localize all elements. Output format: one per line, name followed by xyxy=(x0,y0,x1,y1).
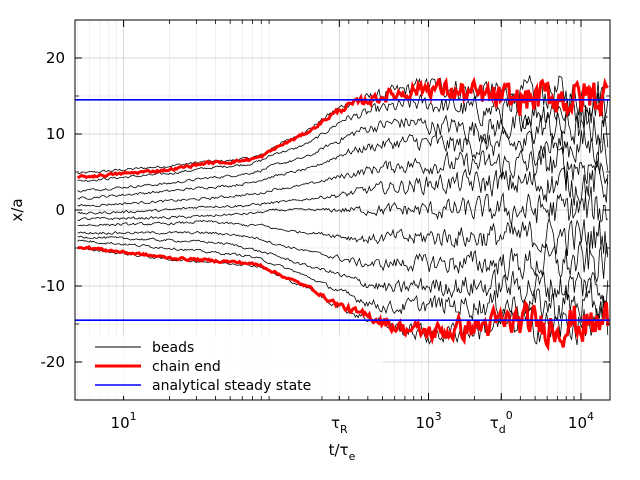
bead-trajectory xyxy=(77,186,609,227)
y-tick-label: 20 xyxy=(46,49,65,67)
y-tick-label: 10 xyxy=(46,125,65,143)
bead-trajectory xyxy=(77,92,609,182)
bead-trajectory xyxy=(77,230,609,284)
bead-trajectory xyxy=(77,218,609,258)
bead-trajectory xyxy=(77,75,608,175)
y-tick-label: -10 xyxy=(41,277,66,295)
y-tick-label: -20 xyxy=(41,353,66,371)
x-tick-label: 104 xyxy=(568,410,594,432)
legend-label: analytical steady state xyxy=(152,378,311,394)
legend: beads chain end analytical steady state xyxy=(83,335,383,396)
chain-end-trajectory xyxy=(77,244,610,352)
bead-trajectory xyxy=(77,161,609,215)
y-tick-labels: 20 10 0 -10 -20 xyxy=(41,49,66,371)
bead-trajectory xyxy=(77,146,609,207)
bead-trajectory xyxy=(77,126,609,200)
bead-trajectory xyxy=(77,108,609,193)
x-tick-labels: 101 τR 103 τd0 104 xyxy=(111,409,594,436)
y-tick-label: 0 xyxy=(55,201,65,219)
bead-trajectory xyxy=(77,235,609,308)
chain-end-trajectory xyxy=(76,76,609,180)
x-tick-label: τR xyxy=(331,414,348,436)
x-tick-label: 103 xyxy=(415,410,441,432)
x-axis-title: t/τe xyxy=(329,441,356,463)
y-axis-title: x/a xyxy=(8,198,26,221)
legend-label: chain end xyxy=(152,359,221,375)
x-tick-label: τd0 xyxy=(490,409,513,436)
series-layer xyxy=(75,75,610,352)
legend-label: beads xyxy=(152,340,194,356)
x-tick-label: 101 xyxy=(111,410,137,432)
